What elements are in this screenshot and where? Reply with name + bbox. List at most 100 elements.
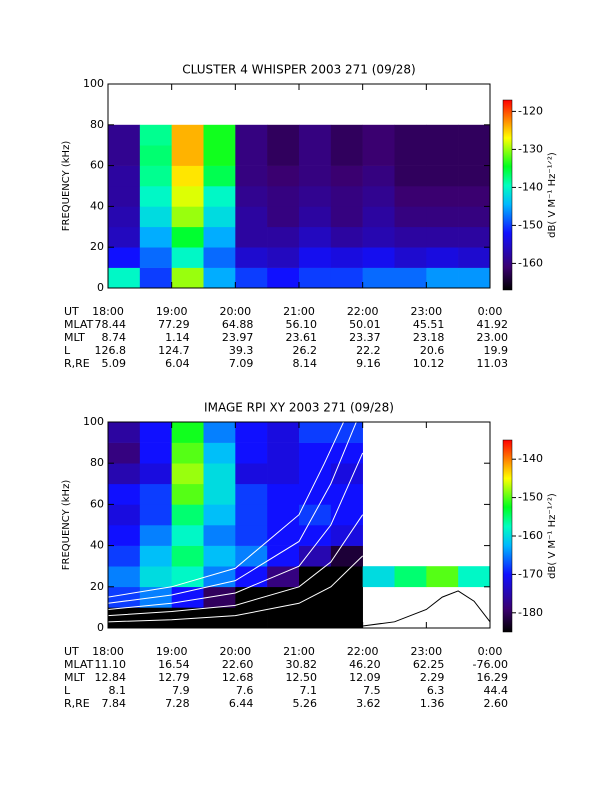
- cell: [108, 545, 141, 567]
- cell: [267, 247, 300, 268]
- cell: [108, 463, 141, 485]
- cell: [139, 267, 172, 289]
- x-tick-label: 22:00: [347, 305, 379, 318]
- ephemeris-value: 22.2: [356, 344, 381, 357]
- colorbar-tick-label: -130: [518, 142, 543, 155]
- cell: [235, 566, 268, 588]
- ephemeris-label: R,RE: [64, 357, 90, 370]
- cell: [330, 124, 363, 146]
- y-tick-label: 20: [90, 580, 104, 593]
- cell: [108, 206, 141, 228]
- cell: [267, 267, 300, 289]
- ephemeris-value: 12.79: [158, 671, 190, 684]
- y-tick-label: 0: [97, 281, 104, 294]
- cell: [171, 247, 204, 268]
- ephemeris-value: 2.29: [420, 671, 445, 684]
- colorbar-tick-label: -150: [518, 218, 543, 231]
- cell: [299, 463, 332, 485]
- ephemeris-value: 5.26: [293, 697, 318, 710]
- ephemeris-value: 50.01: [349, 318, 381, 331]
- cell: [171, 586, 204, 608]
- ephemeris-value: 12.84: [95, 671, 127, 684]
- cell: [171, 607, 204, 629]
- cell: [171, 545, 204, 567]
- cell: [235, 247, 268, 268]
- cell: [458, 267, 491, 289]
- chart-title: CLUSTER 4 WHISPER 2003 271 (09/28): [182, 63, 415, 77]
- x-tick-label: 21:00: [283, 305, 315, 318]
- cell: [299, 504, 332, 526]
- cell: [139, 206, 172, 228]
- cell: [458, 247, 491, 268]
- colorbar-tick-label: -160: [518, 529, 543, 542]
- cell: [267, 463, 300, 485]
- ephemeris-value: 44.4: [484, 684, 509, 697]
- cell: [203, 422, 236, 443]
- y-axis-label: FREQUENCY (kHz): [61, 141, 72, 232]
- ephemeris-value: 64.88: [222, 318, 254, 331]
- cell: [330, 463, 363, 485]
- ephemeris-label: L: [64, 684, 71, 697]
- ephemeris-value: 6.44: [229, 697, 254, 710]
- cell: [426, 226, 459, 248]
- cell: [235, 267, 268, 289]
- ephemeris-label: UT: [64, 645, 79, 658]
- cell: [108, 124, 141, 146]
- cell: [299, 145, 332, 166]
- cell: [426, 247, 459, 268]
- x-tick-label: 22:00: [347, 645, 379, 658]
- ephemeris-value: 7.9: [172, 684, 190, 697]
- ephemeris-value: 23.61: [286, 331, 318, 344]
- cell: [426, 267, 459, 289]
- ephemeris-label: MLT: [64, 671, 85, 684]
- ephemeris-value: 62.25: [413, 658, 445, 671]
- cell: [299, 206, 332, 228]
- cell: [362, 165, 395, 187]
- cell: [203, 124, 236, 146]
- cell: [330, 525, 363, 546]
- cell: [108, 267, 141, 289]
- cell: [267, 422, 300, 443]
- cell: [330, 422, 363, 443]
- cell: [203, 483, 236, 505]
- cell: [235, 483, 268, 505]
- curve: [108, 555, 364, 623]
- cell: [267, 124, 300, 146]
- ephemeris-value: 23.00: [477, 331, 509, 344]
- cell: [235, 165, 268, 187]
- cell: [139, 463, 172, 485]
- cell: [267, 607, 300, 629]
- cell: [171, 226, 204, 248]
- cell: [330, 226, 363, 248]
- cell: [203, 186, 236, 207]
- ephemeris-label: UT: [64, 305, 79, 318]
- x-tick-label: 20:00: [219, 305, 251, 318]
- cell: [426, 145, 459, 166]
- ephemeris-value: 12.09: [349, 671, 381, 684]
- cell: [267, 165, 300, 187]
- cell: [330, 566, 363, 588]
- cell: [362, 124, 395, 146]
- ephemeris-value: 3.62: [356, 697, 381, 710]
- colorbar-label: dB( V M⁻¹ Hz⁻¹ᐟ²): [547, 493, 558, 579]
- cell: [139, 483, 172, 505]
- ephemeris-value: 10.12: [413, 357, 445, 370]
- colorbar: [502, 439, 513, 633]
- cell: [458, 165, 491, 187]
- cell: [203, 442, 236, 464]
- cell: [330, 483, 363, 505]
- colorbar-tick-label: -120: [518, 104, 543, 117]
- cell: [458, 124, 491, 146]
- cell: [139, 226, 172, 248]
- cell: [299, 607, 332, 629]
- cell: [203, 267, 236, 289]
- curve: [298, 590, 490, 628]
- chart-title: IMAGE RPI XY 2003 271 (09/28): [204, 401, 394, 415]
- ephemeris-value: 7.84: [102, 697, 127, 710]
- heatmap: [108, 124, 491, 289]
- colorbar-tick-label: -160: [518, 256, 543, 269]
- ephemeris-value: 20.6: [420, 344, 445, 357]
- cell: [299, 566, 332, 588]
- x-tick-label: 23:00: [410, 305, 442, 318]
- cell: [108, 442, 141, 464]
